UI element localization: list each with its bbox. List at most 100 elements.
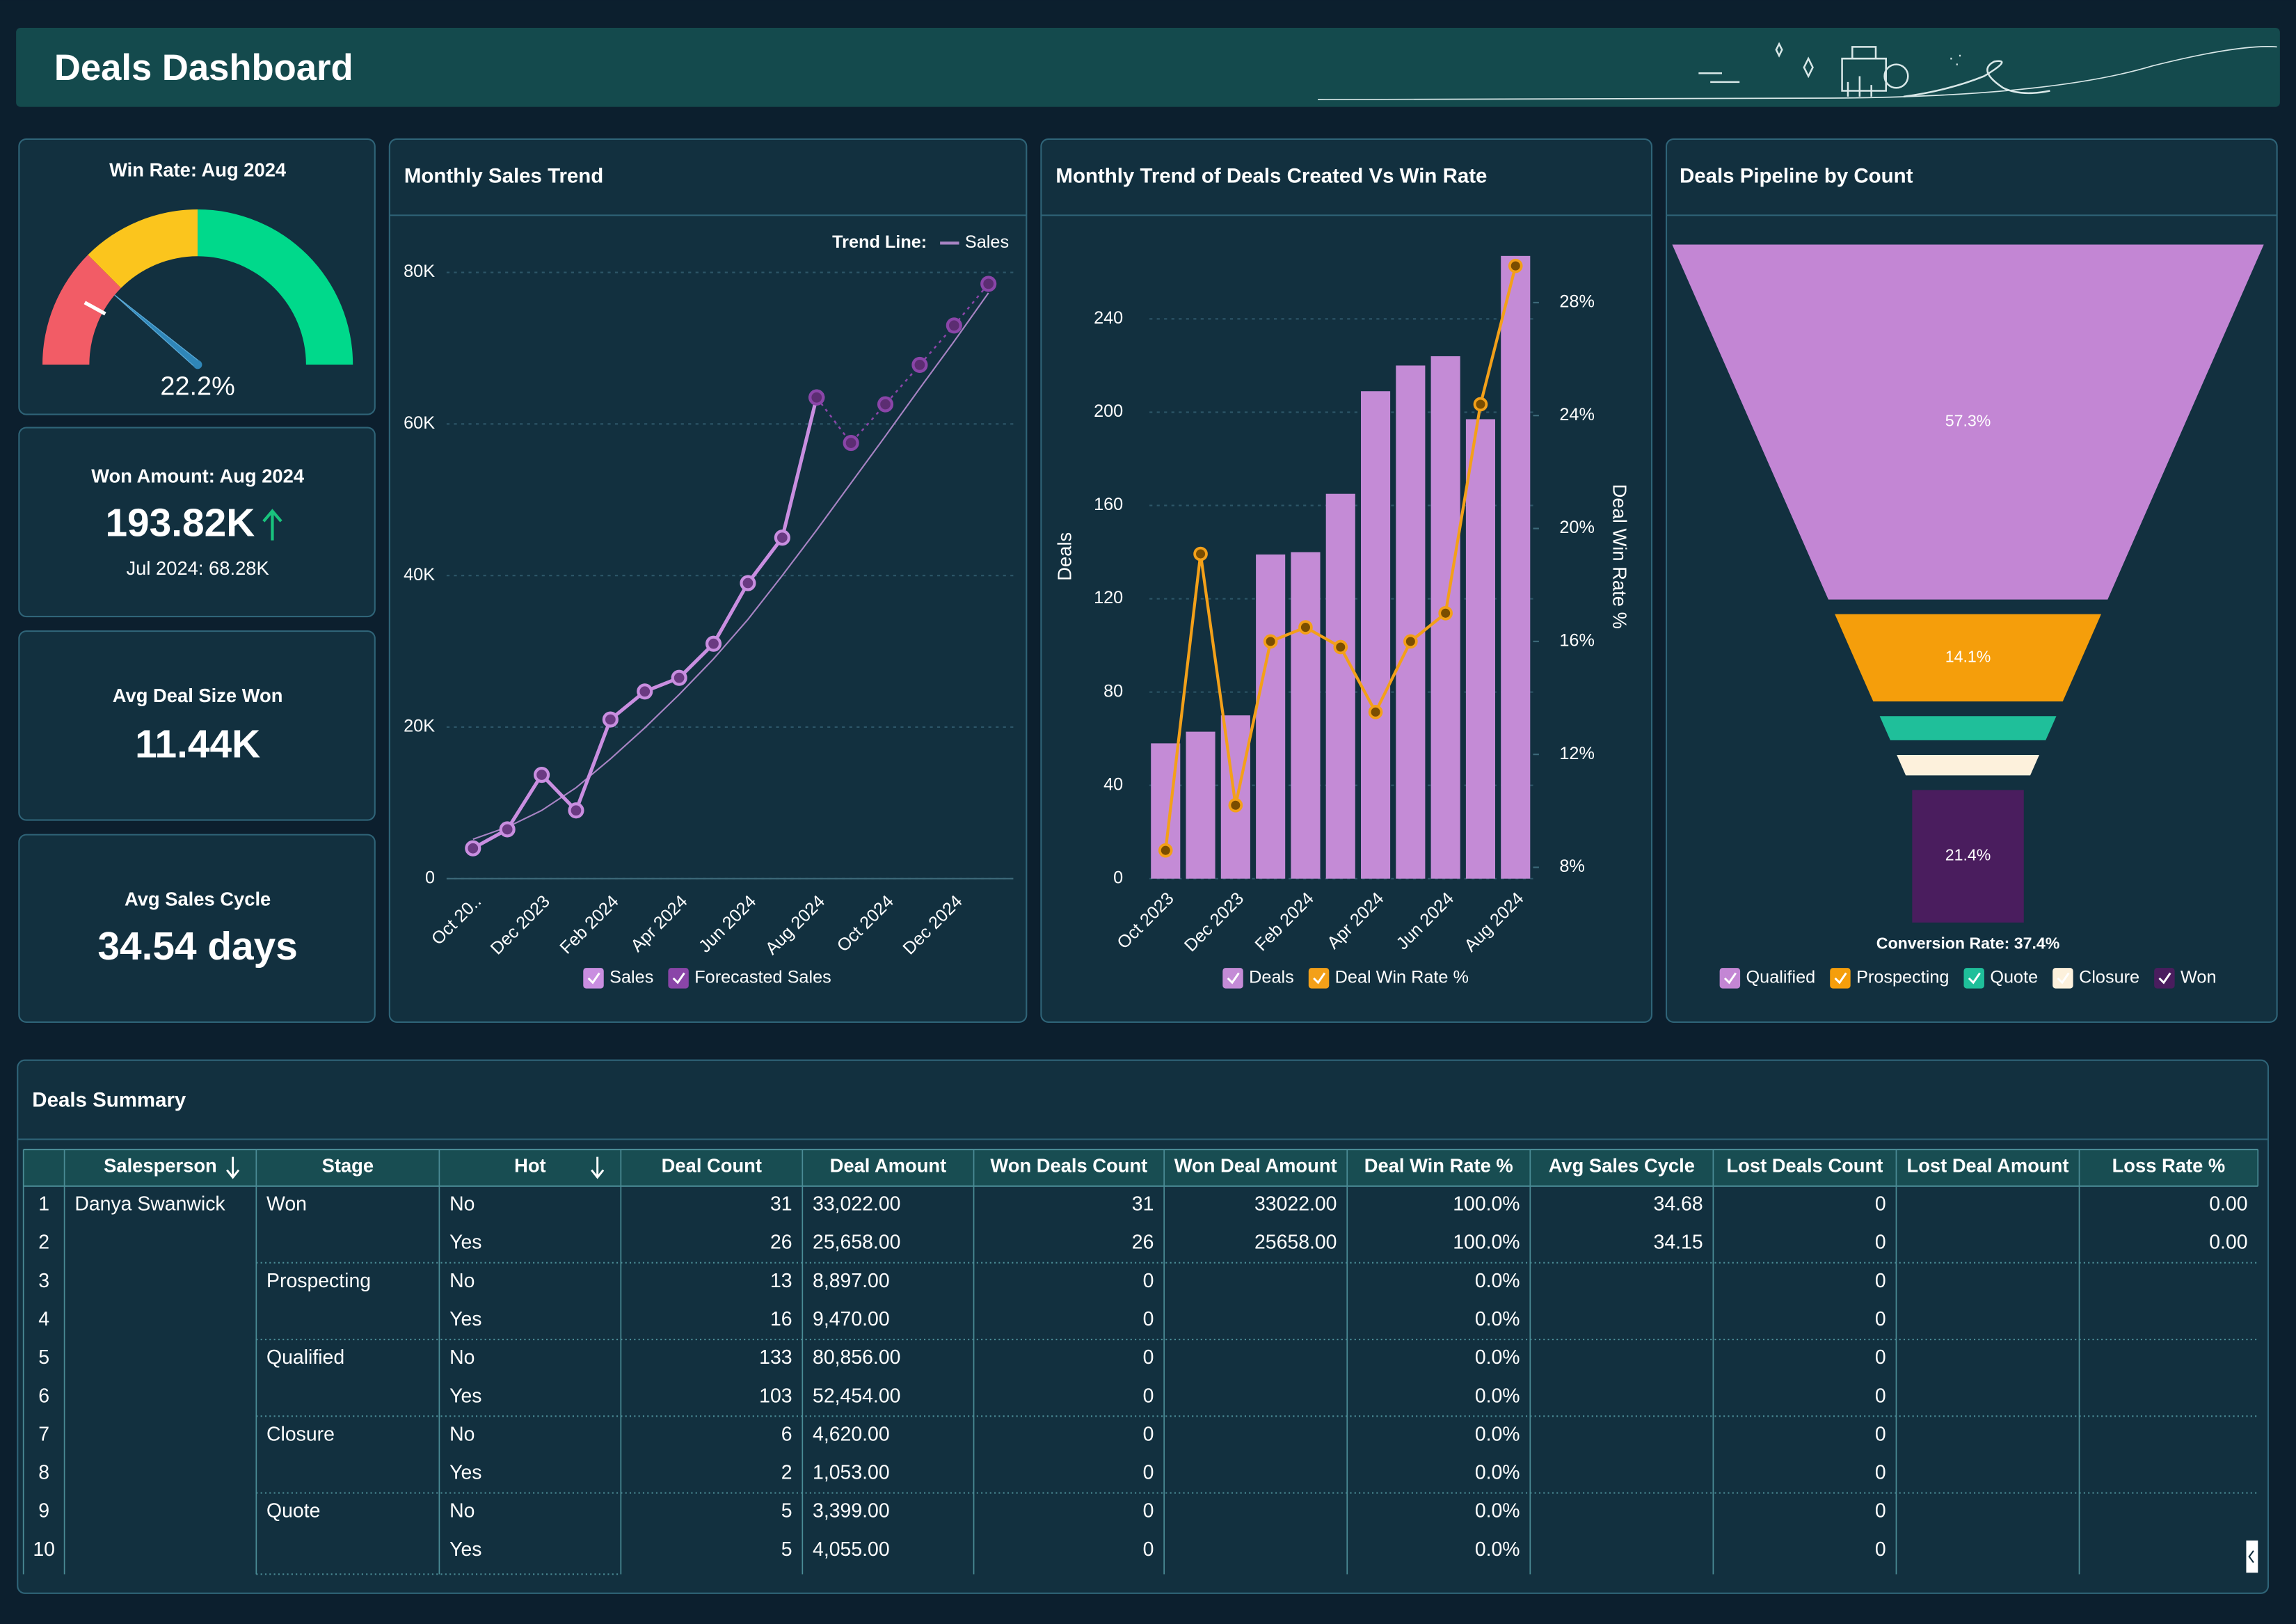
bar [1186, 731, 1215, 879]
y2-tick-label: 8% [1559, 857, 1585, 876]
table-cell: 0.0% [1475, 1423, 1520, 1445]
bar [1465, 419, 1495, 879]
table-cell: 0 [1875, 1308, 1886, 1330]
table-cell: 0 [1875, 1385, 1886, 1407]
point [533, 766, 550, 783]
table-cell: Won [266, 1193, 307, 1216]
table-cell: 2 [781, 1462, 792, 1484]
y2-axis-label: Deal Win Rate % [1609, 484, 1630, 629]
table-cell: No [449, 1270, 475, 1292]
table-cell: 100.0% [1453, 1232, 1520, 1254]
table-cell: 3,399.00 [813, 1500, 890, 1522]
kpi-value: 34.54 days [97, 925, 297, 969]
legend-label: Sales [609, 968, 653, 987]
legend-check [1227, 972, 1240, 985]
point [774, 530, 790, 546]
table-cell: Qualified [266, 1346, 344, 1369]
table-cell: 0.0% [1475, 1538, 1520, 1561]
row-number: 7 [38, 1423, 49, 1445]
legend-swatch [2052, 968, 2073, 989]
point [843, 435, 859, 452]
table-cell: 1,053.00 [813, 1462, 890, 1484]
kpi-value: 11.44K [135, 722, 260, 766]
table-cell: No [449, 1346, 475, 1369]
table-cell: No [449, 1193, 475, 1216]
legend-swatch [1830, 968, 1851, 989]
chart-title: Monthly Trend of Deals Created Vs Win Ra… [1055, 164, 1487, 187]
funnel-label: 57.3% [1945, 412, 1991, 430]
table-cell: 0.0% [1475, 1385, 1520, 1407]
y-tick-label: 0 [425, 868, 435, 887]
bar [1325, 493, 1355, 879]
header-bar [16, 27, 2280, 107]
table-cell: 26 [1132, 1232, 1154, 1254]
table-header-cell: Avg Sales Cycle [1549, 1155, 1695, 1177]
y-tick-label: 20K [404, 717, 435, 736]
legend-check [1834, 972, 1847, 985]
y2-tick-label: 20% [1559, 518, 1595, 537]
point [911, 356, 928, 373]
chart-panel [388, 138, 1028, 1024]
series-line [815, 283, 989, 445]
point [671, 669, 687, 686]
table-cell: Yes [449, 1462, 481, 1484]
bar [1291, 552, 1321, 879]
y2-tick-label: 28% [1559, 292, 1595, 312]
table-cell: 0 [1875, 1232, 1886, 1254]
y-tick-label: 40 [1103, 774, 1123, 794]
scroll-handle[interactable] [2246, 1541, 2258, 1573]
y-tick-label: 240 [1094, 308, 1123, 328]
row-number: 8 [38, 1462, 49, 1484]
table-header-cell: Deal Count [662, 1155, 762, 1177]
kpi-card [18, 834, 376, 1024]
table-header-cell: Stage [322, 1155, 374, 1177]
row-number: 5 [38, 1346, 49, 1369]
point [980, 276, 997, 292]
point [740, 575, 756, 591]
y-tick-label: 160 [1094, 495, 1123, 514]
table-cell: 26 [770, 1232, 792, 1254]
header-decoration [1318, 42, 2277, 100]
table-cell: Yes [449, 1385, 481, 1407]
table-cell: Prospecting [266, 1270, 371, 1292]
table-cell: 33022.00 [1254, 1193, 1337, 1216]
table-cell: 0 [1143, 1462, 1154, 1484]
trend-legend-title: Trend Line: [832, 232, 927, 252]
legend-label: Forecasted Sales [694, 968, 831, 987]
kpi-value: 193.82K [105, 502, 255, 546]
kpi-title: Avg Sales Cycle [125, 889, 271, 910]
bar [1501, 255, 1531, 879]
legend-swatch [1308, 968, 1330, 989]
point [1403, 634, 1418, 649]
point [1298, 620, 1313, 635]
table-cell: 0.0% [1475, 1308, 1520, 1330]
table-panel [17, 1059, 2270, 1594]
legend-check [1313, 972, 1326, 985]
row-number: 9 [38, 1500, 49, 1522]
table-cell: 133 [759, 1346, 792, 1369]
point [499, 821, 516, 838]
chart-title: Monthly Sales Trend [404, 164, 603, 187]
kpi-title: Win Rate: Aug 2024 [109, 159, 287, 180]
table-cell: 52,454.00 [813, 1385, 900, 1407]
funnel-stage [1835, 614, 2101, 702]
kpi-card [18, 427, 376, 618]
kpi-subtitle: Jul 2024: 68.28K [126, 557, 269, 579]
table-cell: 33,022.00 [813, 1193, 900, 1216]
table-cell: 4,055.00 [813, 1538, 890, 1561]
legend: Sales Forecasted Sales [583, 968, 831, 989]
table-header-cell: Lost Deals Count [1726, 1155, 1883, 1177]
table-cell: 5 [781, 1538, 792, 1561]
table-header-row [23, 1149, 2258, 1186]
gauge-band [88, 209, 198, 288]
legend-label: Prospecting [1856, 968, 1949, 987]
funnel-stage [1897, 754, 2039, 776]
y2-tick-label: 24% [1559, 405, 1595, 424]
point [808, 389, 825, 406]
table-cell: Danya Swanwick [74, 1193, 225, 1216]
legend-check [672, 972, 685, 985]
y2-tick-label: 12% [1559, 744, 1595, 763]
table-cell: 31 [1132, 1193, 1154, 1216]
table-cell: 31 [770, 1193, 792, 1216]
